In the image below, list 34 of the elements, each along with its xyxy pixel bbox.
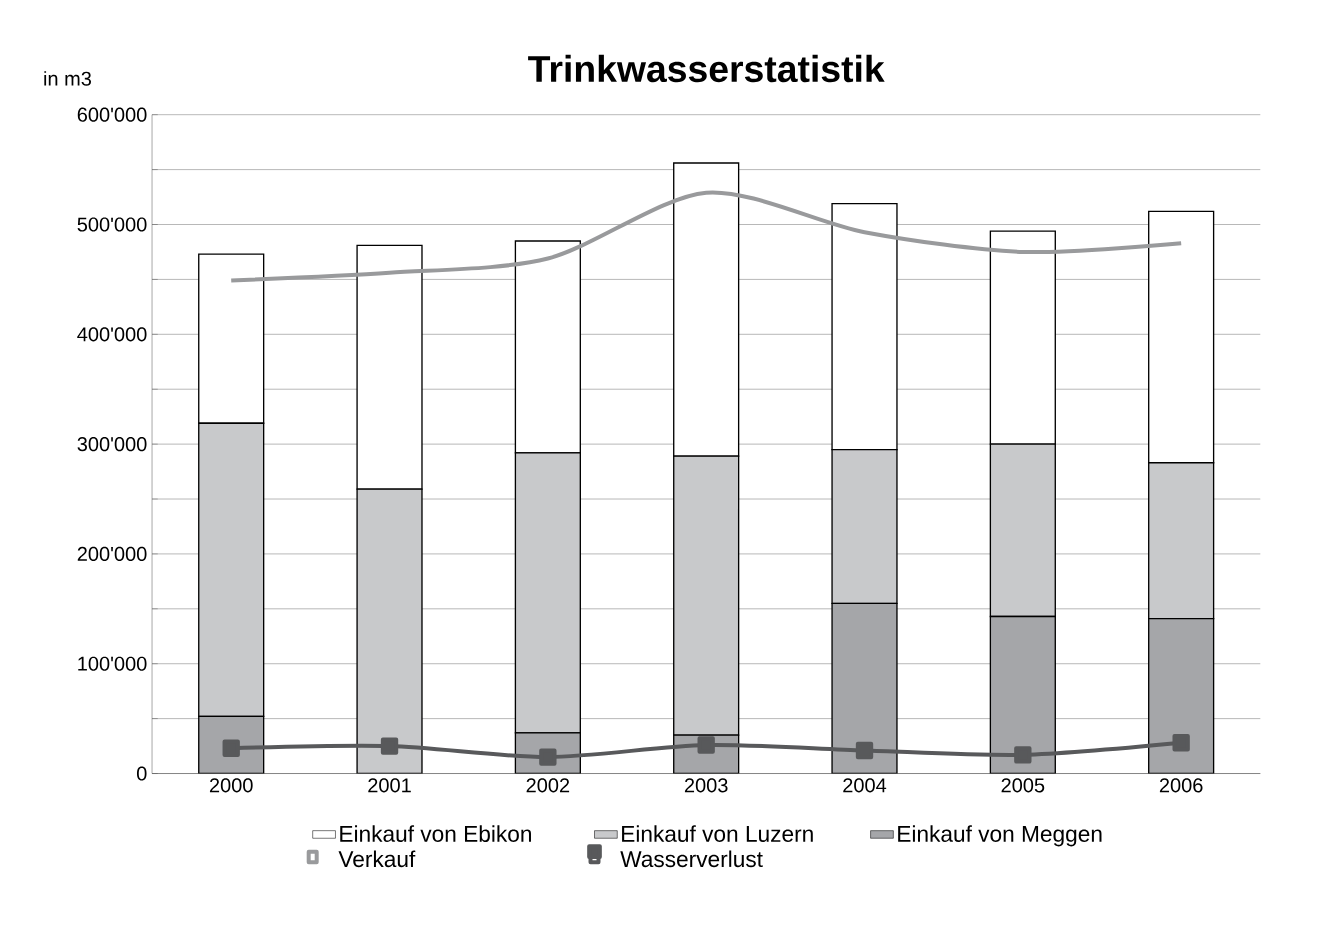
x-tick-label: 2004 (843, 778, 887, 793)
y-tick-label: 600'000 (77, 107, 147, 122)
x-tick-label: 2002 (526, 778, 570, 793)
chart-title: Trinkwasserstatistik (528, 54, 885, 83)
y-tick-label: 100'000 (78, 656, 147, 671)
x-tick-label: 2006 (1159, 778, 1203, 793)
legend-label: Einkauf von Luzern (622, 825, 813, 842)
point (1172, 734, 1190, 752)
point (1014, 746, 1032, 764)
y-axis-title: in m3 (44, 71, 92, 86)
x-tick-label: 2000 (209, 778, 253, 793)
bar (831, 448, 898, 604)
point (380, 737, 399, 755)
bar (989, 443, 1056, 618)
legend-label: Wasserverlust (620, 850, 763, 868)
line-series (229, 190, 1184, 283)
bar (514, 452, 581, 734)
bar (831, 602, 898, 774)
y-tick-label: 300'000 (77, 436, 147, 452)
x-tick-label: 2001 (368, 778, 411, 793)
legend-label: Verkauf (338, 850, 416, 868)
y-tick-label: 200'000 (77, 546, 147, 561)
point (855, 741, 874, 760)
bar (673, 455, 740, 736)
y-tick-label: 0 (136, 766, 147, 781)
x-tick-label: 2005 (1001, 778, 1045, 793)
x-tick-label: 2003 (684, 778, 728, 793)
y-tick-label: 500'000 (77, 217, 147, 232)
bar (1148, 462, 1215, 620)
y-tick-label: 400'000 (77, 327, 147, 342)
bar (356, 488, 423, 774)
bar (198, 422, 265, 717)
legend-label: Einkauf von Meggen (898, 825, 1102, 847)
legend-label: Einkauf von Ebikon (340, 825, 531, 842)
